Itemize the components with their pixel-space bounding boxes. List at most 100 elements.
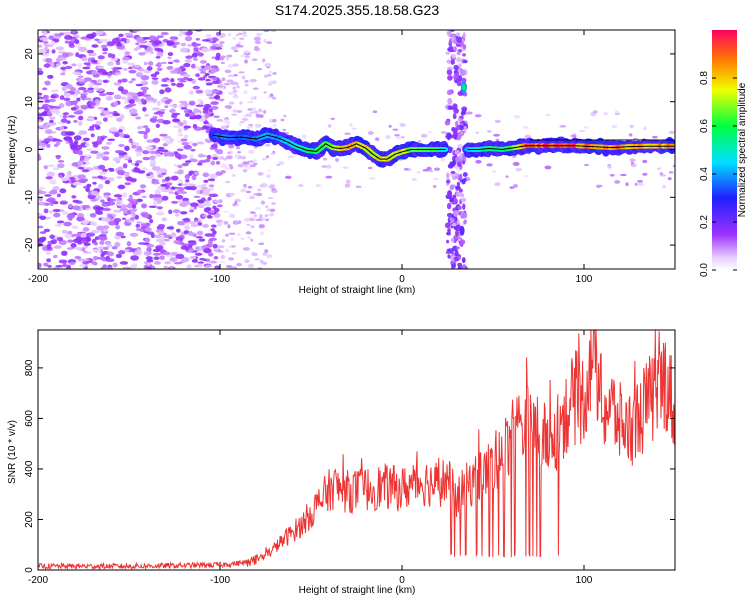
noise-speckle: [230, 46, 238, 51]
noise-speckle: [183, 73, 191, 78]
noise-speckle: [214, 94, 221, 100]
noise-speckle: [77, 174, 86, 180]
noise-speckle: [68, 139, 74, 144]
noise-speckle: [68, 41, 75, 47]
noise-speckle: [38, 213, 43, 217]
noise-speckle: [70, 178, 75, 184]
noise-speckle: [461, 53, 467, 57]
noise-speckle: [184, 112, 191, 117]
noise-speckle: [267, 169, 272, 172]
noise-speckle: [38, 154, 41, 160]
noise-speckle: [197, 160, 207, 163]
noise-speckle: [256, 32, 263, 37]
noise-speckle: [330, 117, 336, 120]
noise-speckle: [189, 255, 197, 260]
noise-speckle: [191, 41, 198, 47]
noise-speckle: [179, 80, 187, 83]
colorbar-tick-label: 0.2: [699, 215, 710, 229]
noise-speckle: [233, 265, 238, 269]
noise-speckle: [242, 247, 250, 251]
noise-speckle: [450, 170, 456, 175]
noise-speckle: [168, 209, 173, 215]
y-tick-label: 20: [24, 48, 35, 60]
noise-speckle: [169, 266, 174, 269]
noise-speckle: [250, 96, 255, 100]
noise-speckle: [210, 101, 219, 106]
noise-speckle: [214, 265, 221, 269]
noise-speckle: [135, 223, 141, 228]
noise-speckle: [232, 63, 239, 67]
noise-speckle: [227, 32, 232, 37]
noise-speckle: [113, 112, 121, 117]
noise-speckle: [161, 195, 169, 201]
noise-speckle: [205, 34, 212, 38]
noise-speckle: [205, 78, 211, 82]
noise-speckle: [128, 138, 133, 144]
x-tick-label: 100: [576, 575, 593, 586]
noise-speckle: [78, 130, 88, 135]
noise-speckle: [190, 202, 199, 208]
noise-speckle: [101, 203, 108, 207]
noise-speckle: [197, 52, 204, 57]
noise-speckle: [180, 242, 186, 246]
noise-speckle: [203, 103, 212, 109]
noise-speckle: [89, 221, 94, 225]
noise-speckle: [53, 254, 58, 259]
noise-speckle: [245, 166, 252, 170]
burst-low: [459, 225, 465, 236]
noise-speckle: [461, 212, 468, 219]
noise-speckle: [559, 125, 567, 128]
noise-speckle: [197, 98, 203, 103]
noise-speckle: [93, 242, 98, 246]
noise-speckle: [142, 125, 149, 129]
noise-speckle: [651, 135, 658, 139]
noise-speckle: [433, 167, 440, 171]
noise-speckle: [231, 252, 237, 255]
noise-speckle: [97, 246, 105, 249]
noise-speckle: [452, 103, 458, 110]
noise-speckle: [426, 166, 432, 171]
noise-speckle: [236, 233, 241, 236]
noise-speckle: [146, 246, 152, 253]
noise-speckle: [155, 56, 161, 59]
noise-speckle: [457, 161, 461, 167]
noise-speckle: [87, 87, 95, 90]
noise-speckle: [43, 228, 51, 233]
noise-speckle: [348, 123, 353, 127]
x-tick-label: 0: [399, 575, 405, 586]
noise-speckle: [60, 118, 68, 123]
noise-speckle: [38, 225, 44, 229]
noise-speckle: [141, 203, 147, 209]
noise-speckle: [170, 232, 177, 237]
noise-speckle: [146, 46, 154, 53]
noise-speckle: [93, 82, 103, 86]
noise-speckle: [253, 214, 258, 218]
noise-speckle: [345, 179, 351, 184]
noise-speckle: [78, 120, 83, 126]
noise-speckle: [221, 77, 226, 82]
noise-speckle: [394, 133, 400, 137]
noise-speckle: [226, 54, 233, 58]
noise-speckle: [143, 250, 152, 256]
x-tick-label: 100: [576, 274, 593, 285]
noise-speckle: [456, 219, 461, 226]
noise-speckle: [633, 137, 638, 140]
noise-speckle: [245, 113, 252, 118]
noise-speckle: [457, 117, 462, 123]
noise-speckle: [241, 75, 246, 80]
noise-speckle: [164, 100, 171, 105]
noise-speckle: [154, 189, 161, 195]
noise-speckle: [456, 36, 463, 44]
noise-speckle: [169, 36, 179, 40]
noise-speckle: [459, 69, 466, 76]
noise-speckle: [62, 112, 70, 116]
noise-speckle: [189, 90, 194, 95]
noise-speckle: [149, 163, 156, 167]
noise-speckle: [237, 163, 244, 168]
noise-speckle: [221, 239, 226, 243]
noise-speckle: [447, 75, 453, 81]
noise-speckle: [215, 55, 221, 61]
noise-speckle: [216, 222, 223, 227]
noise-speckle: [301, 134, 307, 139]
